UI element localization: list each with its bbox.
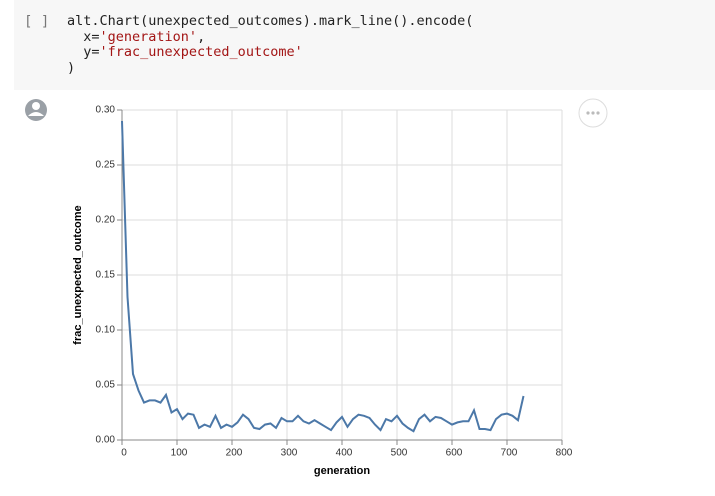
code-line: ) (67, 59, 473, 77)
y-axis-title: frac_unexpected_outcome (72, 205, 84, 344)
code-line: x='generation', (67, 28, 473, 46)
code-line: y='frac_unexpected_outcome' (67, 44, 473, 61)
y-tick-label: 0.30 (96, 105, 116, 116)
y-tick-label: 0.25 (96, 160, 116, 171)
x-tick-label: 300 (281, 448, 298, 459)
y-tick-label: 0.10 (96, 325, 116, 336)
dot (596, 111, 600, 115)
x-tick-label: 0 (121, 448, 127, 459)
x-tick-label: 500 (391, 448, 408, 459)
y-tick-label: 0.00 (96, 435, 116, 446)
code-token: 'frac_unexpected_outcome' (99, 44, 303, 60)
x-tick-label: 800 (556, 448, 573, 459)
y-tick-label: 0.15 (96, 270, 116, 281)
x-tick-label: 400 (336, 448, 353, 459)
code-line: alt.Chart(unexpected_outcomes).mark_line… (67, 13, 474, 30)
y-tick-label: 0.20 (96, 215, 116, 226)
code: alt.Chart(unexpected_outcomes).mark_line… (67, 13, 474, 77)
code-token: alt.Chart(unexpected_outcomes).mark_line… (67, 13, 474, 29)
code-cell: [ ] alt.Chart(unexpected_outcomes).mark_… (14, 0, 715, 90)
dot (586, 111, 590, 115)
avatar-head (32, 102, 40, 110)
run-button[interactable]: [ ] (24, 14, 50, 30)
y-tick-label: 0.05 (96, 380, 116, 391)
x-tick-label: 600 (446, 448, 463, 459)
dot (591, 111, 595, 115)
x-axis-title: generation (314, 465, 371, 477)
x-tick-label: 100 (171, 448, 188, 459)
x-tick-label: 700 (501, 448, 518, 459)
data-line (121, 120, 525, 433)
code-token: 'generation' (99, 28, 198, 45)
code-token: y= (67, 44, 100, 60)
code-token: , (197, 28, 206, 45)
avatar-body (28, 112, 44, 116)
code-token: ) (67, 59, 76, 76)
code-token: x= (67, 28, 100, 45)
x-tick-label: 200 (226, 448, 243, 459)
